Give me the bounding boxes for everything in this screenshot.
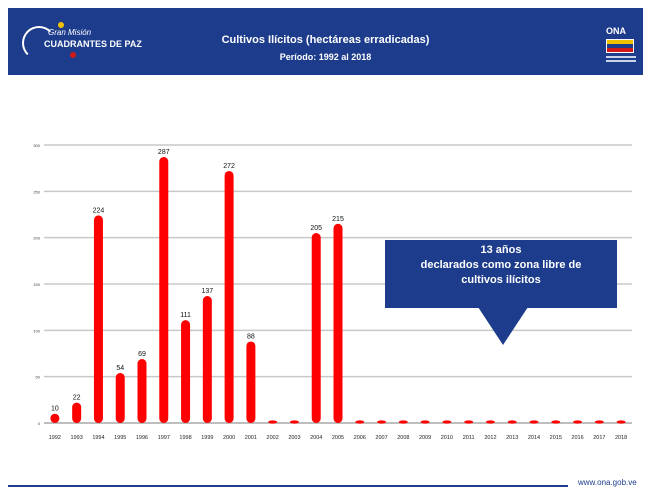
bar-2012 (486, 420, 495, 423)
callout-arrow-icon (478, 307, 528, 347)
bar-2006 (355, 420, 364, 423)
x-tick-label: 2012 (484, 435, 496, 441)
x-tick-label: 2017 (593, 435, 605, 441)
bar-2002 (268, 420, 277, 423)
callout-box: 13 años declarados como zona libre de cu… (385, 240, 617, 308)
y-tick-label: 300 (33, 143, 40, 148)
x-tick-label: 2014 (528, 435, 540, 441)
x-tick-label: 2011 (463, 435, 475, 441)
bar-1997 (159, 157, 168, 423)
data-label: 54 (116, 365, 124, 372)
bar-1994 (94, 215, 103, 423)
x-tick-label: 1999 (201, 435, 213, 441)
x-tick-label: 2010 (441, 435, 453, 441)
bar-1992 (50, 414, 59, 423)
bar-2009 (421, 420, 430, 423)
x-tick-label: 2013 (506, 435, 518, 441)
bar-2000 (225, 171, 234, 423)
x-tick-label: 2004 (310, 435, 322, 441)
bar-2008 (399, 420, 408, 423)
x-tick-label: 2008 (397, 435, 409, 441)
data-label: 205 (310, 225, 322, 232)
bar-2003 (290, 420, 299, 423)
x-tick-label: 2001 (245, 435, 257, 441)
data-label: 10 (51, 406, 59, 413)
data-label: 22 (73, 395, 81, 402)
y-tick-label: 200 (33, 236, 40, 241)
y-tick-label: 100 (33, 328, 40, 333)
x-tick-label: 2007 (375, 435, 387, 441)
data-label: 69 (138, 351, 146, 358)
bar-2016 (573, 420, 582, 423)
x-tick-label: 1993 (71, 435, 83, 441)
y-tick-label: 50 (36, 375, 41, 380)
bar-2001 (246, 341, 255, 423)
x-tick-label: 1997 (158, 435, 170, 441)
y-tick-label: 0 (38, 421, 41, 426)
x-tick-label: 1998 (179, 435, 191, 441)
bar-2013 (508, 420, 517, 423)
x-tick-label: 2005 (332, 435, 344, 441)
bar-1995 (116, 373, 125, 423)
data-label: 137 (201, 288, 213, 295)
data-label: 224 (93, 207, 105, 214)
data-label: 111 (180, 312, 191, 319)
callout-line1: 13 años (385, 243, 617, 258)
y-tick-label: 250 (33, 189, 40, 194)
x-tick-label: 1996 (136, 435, 148, 441)
bar-2010 (442, 420, 451, 423)
bar-2014 (530, 420, 539, 423)
data-label: 215 (332, 216, 344, 223)
bar-2004 (312, 233, 321, 423)
x-tick-label: 2003 (288, 435, 300, 441)
bar-1998 (181, 320, 190, 423)
x-tick-label: 2016 (571, 435, 583, 441)
bar-2011 (464, 420, 473, 423)
bar-2017 (595, 420, 604, 423)
data-label: 287 (158, 149, 170, 156)
bar-2015 (551, 420, 560, 423)
data-label: 272 (223, 163, 235, 170)
x-tick-label: 2002 (267, 435, 279, 441)
y-tick-label: 150 (33, 282, 40, 287)
footer-url: www.ona.gob.ve (578, 478, 637, 487)
x-tick-label: 1992 (49, 435, 61, 441)
data-label: 88 (247, 333, 255, 340)
bar-2007 (377, 420, 386, 423)
callout-line3: cultivos ilícitos (385, 273, 617, 288)
bar-2018 (617, 420, 626, 423)
x-tick-label: 2018 (615, 435, 627, 441)
x-tick-label: 2000 (223, 435, 235, 441)
x-tick-label: 2006 (354, 435, 366, 441)
x-tick-label: 1995 (114, 435, 126, 441)
bar-1996 (138, 359, 147, 423)
bar-1999 (203, 296, 212, 423)
x-tick-label: 2015 (550, 435, 562, 441)
x-tick-label: 2009 (419, 435, 431, 441)
bar-1993 (72, 403, 81, 423)
footer-divider (8, 485, 568, 487)
x-tick-label: 1994 (92, 435, 104, 441)
bar-2005 (334, 224, 343, 423)
callout-line2: declarados como zona libre de (385, 258, 617, 273)
